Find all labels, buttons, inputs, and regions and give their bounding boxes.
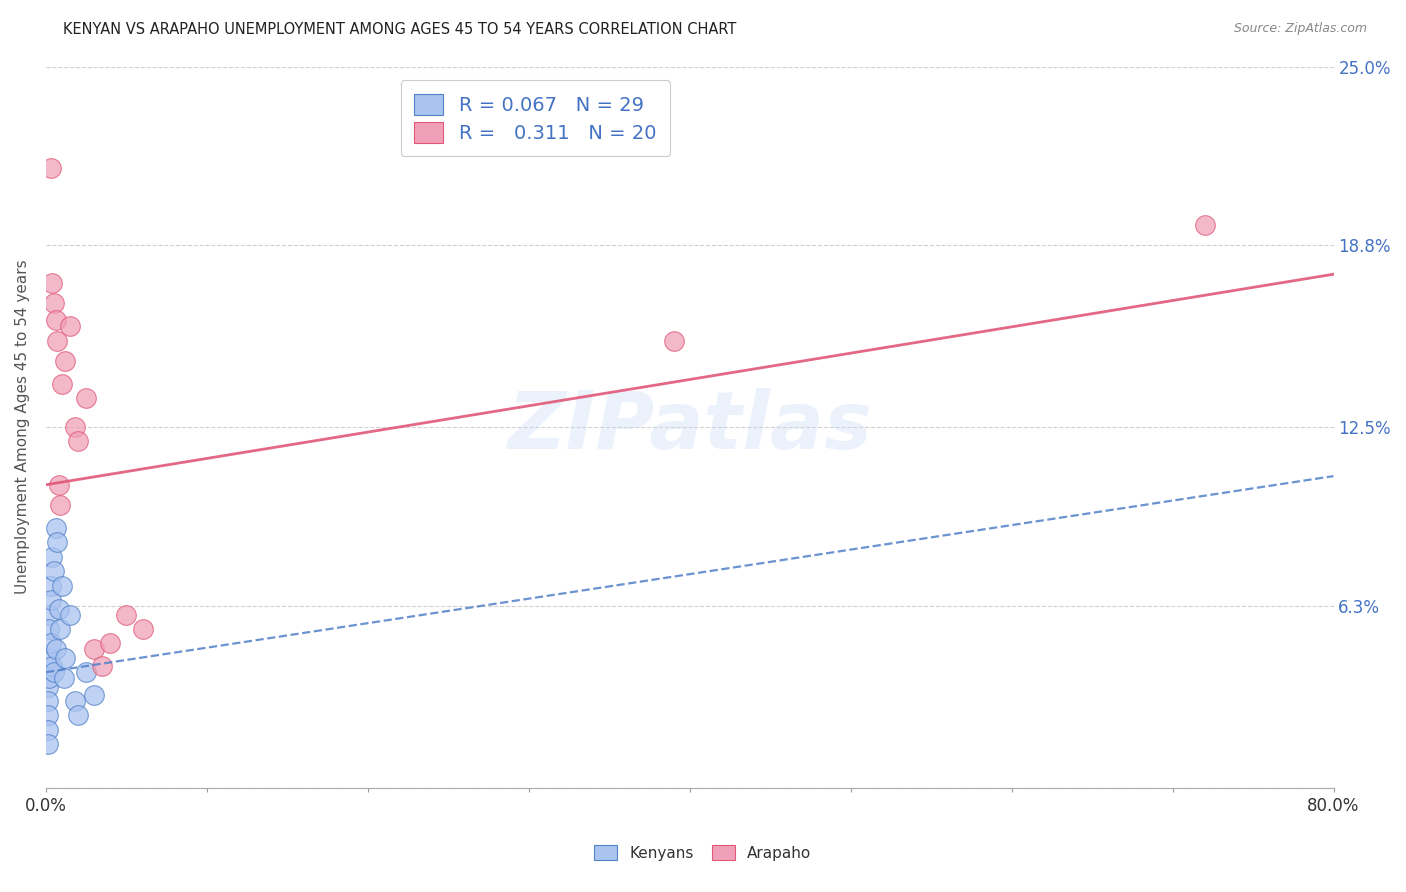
- Y-axis label: Unemployment Among Ages 45 to 54 years: Unemployment Among Ages 45 to 54 years: [15, 260, 30, 594]
- Point: [48, 477, 70, 491]
- Point: [37, 680, 59, 694]
- Legend: R = 0.067   N = 29, R =   0.311   N = 20: R = 0.067 N = 29, R = 0.311 N = 20: [401, 80, 671, 156]
- Point: [59, 319, 82, 334]
- Point: [75, 391, 97, 405]
- Point: [45, 313, 67, 327]
- Point: [52, 671, 75, 685]
- Point: [59, 607, 82, 622]
- Point: [115, 607, 138, 622]
- Point: [662, 334, 685, 348]
- Point: [53, 353, 76, 368]
- Point: [83, 642, 105, 657]
- Point: [37, 708, 59, 723]
- Point: [91, 659, 114, 673]
- Point: [49, 498, 72, 512]
- Point: [1194, 218, 1216, 232]
- Point: [67, 708, 90, 723]
- Point: [63, 420, 86, 434]
- Point: [41, 276, 63, 290]
- Point: [38, 650, 60, 665]
- Point: [75, 665, 97, 680]
- Text: KENYAN VS ARAPAHO UNEMPLOYMENT AMONG AGES 45 TO 54 YEARS CORRELATION CHART: KENYAN VS ARAPAHO UNEMPLOYMENT AMONG AGE…: [63, 22, 737, 37]
- Point: [42, 564, 65, 578]
- Point: [46, 535, 69, 549]
- Text: Source: ZipAtlas.com: Source: ZipAtlas.com: [1233, 22, 1367, 36]
- Point: [53, 650, 76, 665]
- Point: [38, 607, 60, 622]
- Point: [63, 694, 86, 708]
- Point: [37, 723, 59, 737]
- Point: [37, 694, 59, 708]
- Point: [39, 579, 62, 593]
- Point: [131, 622, 153, 636]
- Point: [48, 601, 70, 615]
- Point: [42, 665, 65, 680]
- Point: [45, 642, 67, 657]
- Point: [37, 737, 59, 751]
- Point: [41, 659, 63, 673]
- Point: [49, 622, 72, 636]
- Point: [38, 622, 60, 636]
- Point: [83, 688, 105, 702]
- Text: ZIPatlas: ZIPatlas: [508, 388, 872, 466]
- Point: [39, 593, 62, 607]
- Point: [98, 636, 121, 650]
- Point: [41, 549, 63, 564]
- Point: [38, 671, 60, 685]
- Legend: Kenyans, Arapaho: Kenyans, Arapaho: [586, 837, 820, 868]
- Point: [51, 376, 73, 391]
- Point: [67, 434, 90, 449]
- Point: [39, 636, 62, 650]
- Point: [46, 334, 69, 348]
- Point: [45, 521, 67, 535]
- Point: [39, 161, 62, 175]
- Point: [42, 296, 65, 310]
- Point: [51, 579, 73, 593]
